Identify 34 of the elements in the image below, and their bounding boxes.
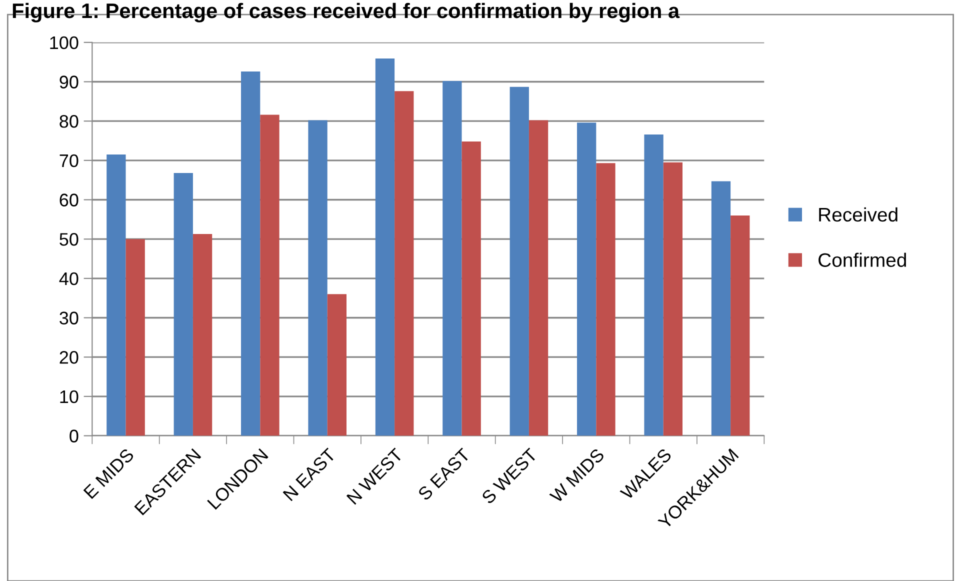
bar: [106, 154, 126, 436]
bar: [192, 234, 212, 436]
bar: [126, 239, 145, 436]
bar: [327, 294, 347, 436]
y-tick-label: 30: [60, 312, 78, 324]
bar: [462, 142, 481, 436]
y-tick-label: 60: [60, 194, 78, 206]
bar: [711, 181, 731, 436]
bar: [644, 134, 664, 436]
y-tick-label: 100: [50, 36, 78, 50]
bar: [596, 163, 616, 436]
bar: [510, 86, 529, 436]
legend-label: Confirmed: [818, 252, 906, 267]
legend-label: Received: [819, 207, 898, 222]
y-tick-label: 40: [59, 272, 78, 286]
bar: [442, 80, 462, 436]
y-tick-label: 10: [60, 390, 78, 404]
bar: [577, 122, 596, 436]
bar: [241, 72, 260, 436]
bar: [394, 91, 414, 436]
y-tick-label: 90: [60, 76, 78, 88]
bar: [730, 215, 750, 436]
bar: [308, 120, 328, 436]
bar: [174, 173, 193, 436]
y-tick-label: 70: [60, 154, 78, 168]
bar: [528, 120, 548, 436]
y-tick-label: 80: [60, 115, 78, 128]
y-tick-label: 20: [60, 351, 78, 364]
chart-title: Figure 1: Percentage of cases received for confirmation by region a: [12, 2, 680, 22]
bar: [663, 162, 683, 436]
y-tick-label: 50: [60, 233, 78, 246]
bar: [260, 114, 280, 436]
y-tick-label: 0: [70, 430, 78, 442]
bar: [375, 58, 395, 436]
